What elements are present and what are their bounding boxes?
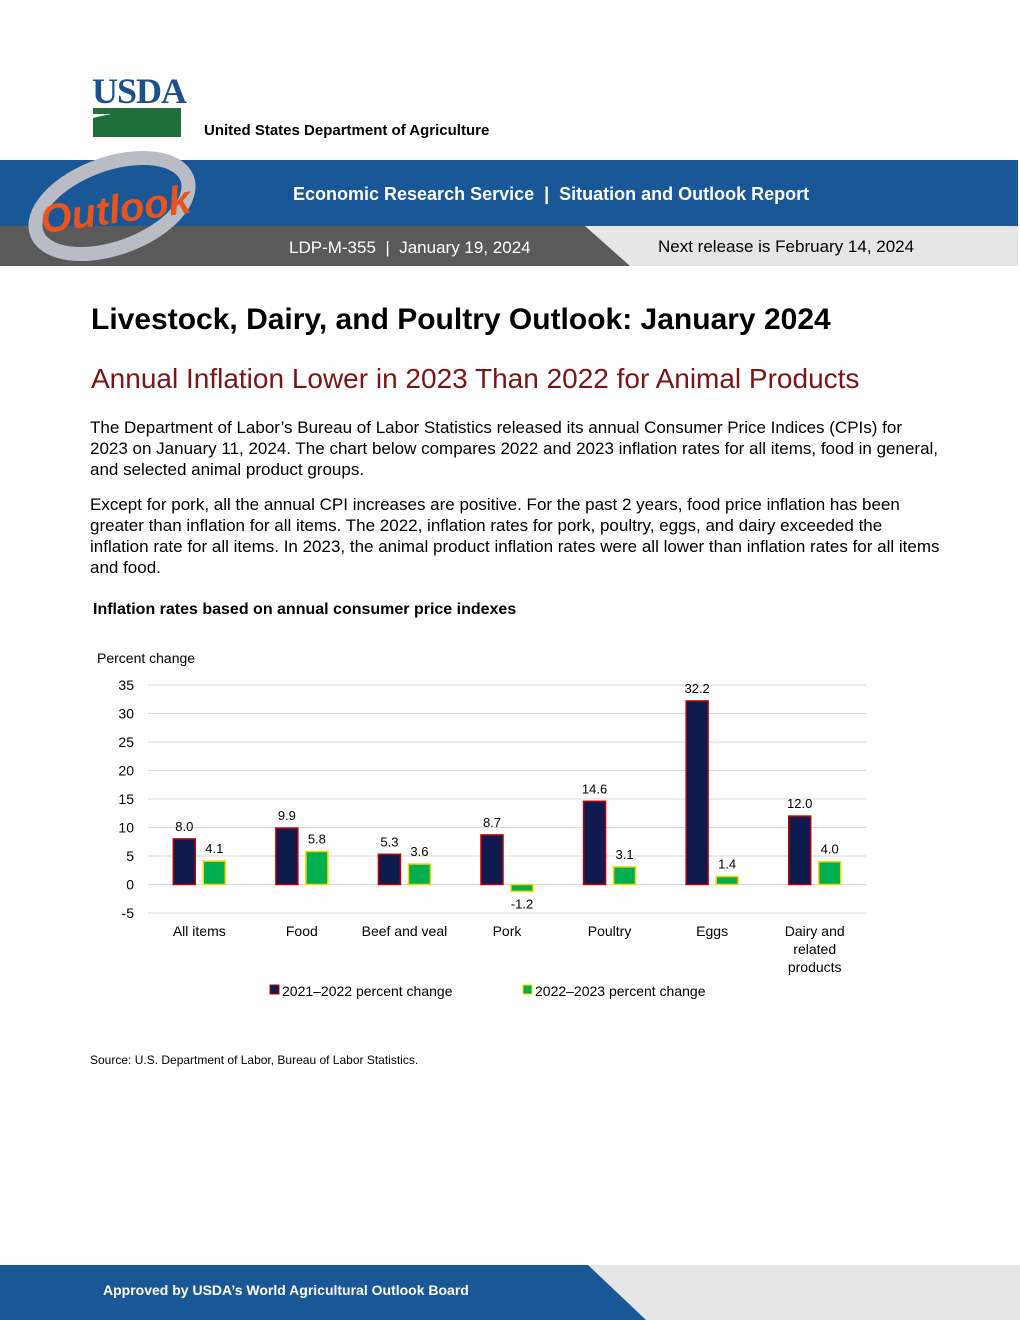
bar [787, 815, 812, 886]
value-label: 5.8 [308, 831, 326, 846]
next-release: Next release is February 14, 2024 [658, 237, 915, 256]
x-tick-label: Poultry [587, 923, 632, 939]
paragraph: The Department of Labor’s Bureau of Labo… [90, 418, 939, 479]
footer-blue [0, 1265, 646, 1320]
bar [510, 883, 534, 893]
value-label: 8.0 [175, 819, 193, 834]
value-label: 9.9 [278, 808, 296, 823]
bar [612, 866, 637, 886]
y-tick-label: 25 [118, 734, 134, 750]
bar [172, 838, 197, 886]
y-tick-label: -5 [122, 905, 135, 921]
bar [305, 850, 329, 886]
bar [715, 875, 739, 886]
y-tick-label: 35 [118, 677, 134, 693]
logo-text: USDA [92, 71, 187, 111]
value-label: 12.0 [787, 796, 812, 811]
outlook-swoosh [28, 150, 196, 262]
x-tick-label: Food [285, 923, 318, 939]
chart: -5 0 5 10 15 20 25 30 35 8.0 4.1 9.9 5.8 5.3 3.6 8.7 -1.… [118, 677, 866, 999]
value-label: 3.1 [616, 847, 634, 862]
legend-swatch [269, 984, 280, 995]
legend-label: 2022–2023 percent change [535, 983, 706, 999]
bar [407, 863, 432, 886]
value-label: 32.2 [684, 681, 709, 696]
bar [685, 700, 709, 886]
bar [275, 827, 299, 886]
y-tick-label: 0 [126, 877, 134, 893]
y-tick-label: 20 [118, 763, 134, 779]
y-tick-label: 5 [126, 848, 134, 864]
legend-swatch [522, 984, 533, 995]
value-label: 1.4 [718, 857, 736, 872]
report-line: LDP-M-355 | January 19, 2024 [289, 238, 531, 257]
logo-field [93, 110, 181, 137]
value-label: 14.6 [582, 781, 607, 796]
bar [202, 860, 227, 886]
footer: Approved by USDA’s World Agricultural Ou… [103, 1282, 469, 1298]
bar [582, 800, 607, 886]
x-tick-label: Eggs [696, 923, 729, 939]
x-tick-label: All items [172, 923, 226, 939]
title: Livestock, Dairy, and Poultry Outlook: J… [91, 303, 831, 336]
value-label: 3.6 [410, 844, 428, 859]
legend-label: 2021–2022 percent change [282, 983, 453, 999]
chart-title: Inflation rates based on annual consumer… [93, 601, 517, 618]
paragraph: Except for pork, all the annual CPI incr… [90, 495, 940, 577]
y-axis-label: Percent change [97, 650, 196, 666]
value-label: 4.1 [205, 841, 223, 856]
agency: United States Department of Agriculture [204, 122, 490, 139]
bar [480, 834, 504, 886]
value-label: 4.0 [821, 842, 839, 857]
x-tick-label: Pork [492, 923, 522, 939]
subtitle: Annual Inflation Lower in 2023 Than 2022… [91, 363, 860, 394]
value-label: 8.7 [483, 815, 501, 830]
value-label: 5.3 [380, 834, 398, 849]
banner-line: Economic Research Service | Situation an… [293, 184, 810, 204]
x-tick-label: Dairy and related products [784, 923, 845, 975]
value-label: -1.2 [511, 896, 533, 911]
y-tick-label: 15 [118, 791, 134, 807]
y-tick-label: 30 [118, 706, 134, 722]
bar [377, 853, 402, 886]
x-tick-label: Beef and veal [361, 923, 448, 939]
bar [817, 860, 842, 886]
y-tick-label: 10 [118, 820, 134, 836]
source: Source: U.S. Department of Labor, Bureau… [90, 1053, 419, 1067]
